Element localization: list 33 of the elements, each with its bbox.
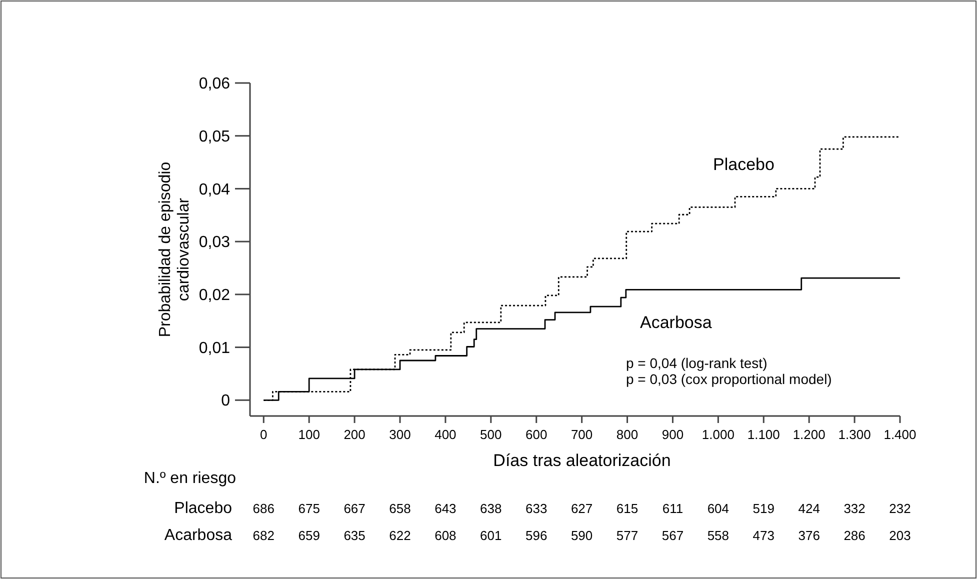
x-tick-label: 1.200 — [792, 427, 826, 442]
x-tick-label: 0 — [260, 427, 268, 442]
y-tick-label: 0,03 — [198, 234, 230, 252]
x-tick-label: 1.100 — [747, 427, 780, 442]
x-tick-label: 1.000 — [702, 427, 734, 442]
y-axis-title: Probabilidad de episodio cardiovascular — [157, 162, 192, 338]
x-axis-title: Días tras aleatorización — [493, 451, 671, 470]
x-tick-label: 1.400 — [884, 427, 916, 442]
x-tick-label: 900 — [662, 427, 684, 442]
x-tick-label: 400 — [434, 427, 456, 442]
text: Acarbosa — [164, 527, 232, 544]
y-tick-label: 0,02 — [198, 287, 230, 304]
y-tick-label: 0 — [221, 392, 230, 410]
series-label: Acarbosa — [640, 313, 712, 332]
x-tick-label: 100 — [298, 427, 320, 442]
text: Placebo — [174, 500, 232, 517]
text: N.º en riesgo — [144, 470, 236, 487]
x-tick-label: 600 — [526, 427, 548, 442]
y-tick-label: 0,05 — [198, 128, 230, 146]
annotation: p = 0,03 (cox proportional model) — [626, 371, 832, 387]
x-tick-label: 500 — [480, 427, 502, 442]
x-tick-label: 700 — [570, 427, 593, 442]
x-tick-label: 800 — [616, 427, 638, 442]
y-tick-label: 0,06 — [198, 76, 230, 93]
annotation: p = 0,04 (log-rank test) — [626, 355, 768, 371]
x-tick-label: 1.300 — [838, 427, 871, 442]
text: 686 675 667 658 643 638 633 627 615 611 604 519 424 332 232 — [252, 501, 911, 516]
x-tick-label: 200 — [344, 427, 366, 442]
x-tick-label: 300 — [389, 427, 411, 442]
y-tick-label: 0,01 — [198, 340, 230, 357]
text: 682 659 635 622 608 601 596 590 577 567 558 473 376 286 203 — [252, 528, 911, 543]
y-tick-label: 0,04 — [198, 181, 230, 198]
series-label: Placebo — [713, 155, 774, 174]
